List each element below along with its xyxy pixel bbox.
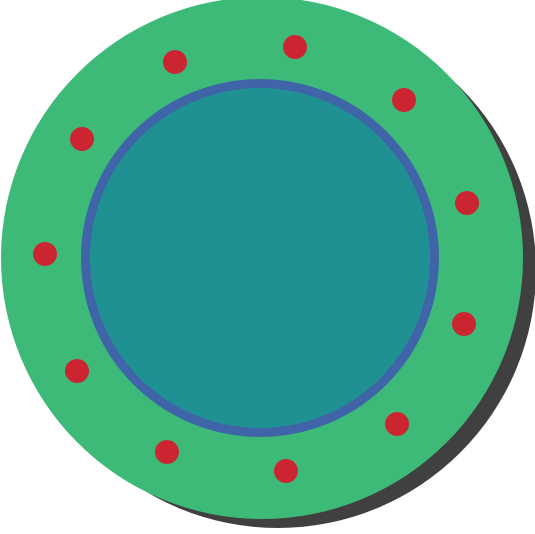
ring-dot — [385, 412, 409, 436]
ring-dot — [283, 35, 307, 59]
ring-dot — [70, 127, 94, 151]
ring-dot — [274, 459, 298, 483]
ring-dot — [455, 191, 479, 215]
ring-dot — [65, 359, 89, 383]
ring-dot — [392, 88, 416, 112]
inner-face — [90, 88, 430, 428]
ring-dot — [163, 50, 187, 74]
ring-dot — [33, 242, 57, 266]
ring-dot — [155, 440, 179, 464]
dot-ring — [33, 35, 479, 483]
ring-dot — [452, 312, 476, 336]
